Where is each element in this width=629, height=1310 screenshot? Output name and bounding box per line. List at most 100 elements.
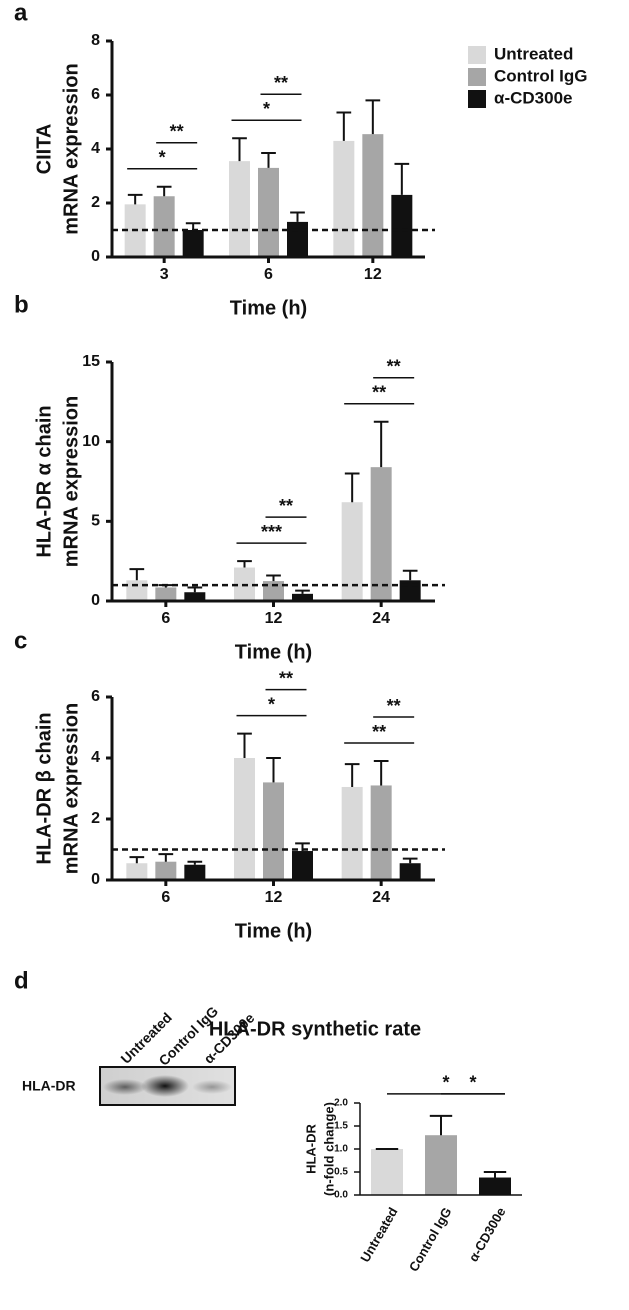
- x-axis-label: Time (h): [235, 920, 312, 942]
- error-bar: [429, 1114, 453, 1136]
- error-bar: [402, 857, 418, 864]
- significance-label: ***: [261, 522, 282, 542]
- error-bar: [129, 568, 145, 581]
- bar: [258, 167, 279, 257]
- panel-letter: a: [14, 0, 28, 26]
- y-tick-label: 5: [91, 513, 100, 530]
- error-bar: [344, 472, 360, 503]
- error-bar: [187, 860, 203, 865]
- bar: [391, 194, 413, 257]
- y-tick-label: 2.0: [334, 1098, 348, 1109]
- bar: [341, 502, 363, 601]
- error-bar: [336, 111, 352, 141]
- y-tick-label: 0.0: [334, 1190, 348, 1201]
- bar: [184, 864, 206, 880]
- legend-label: Control IgG: [494, 66, 587, 85]
- y-axis-label: HLA-DR: [303, 1123, 318, 1173]
- x-tick-label: 12: [364, 266, 382, 283]
- error-bar: [295, 589, 310, 594]
- y-tick-label: 2: [91, 810, 100, 827]
- significance-label: *: [263, 99, 270, 119]
- bar: [229, 161, 250, 257]
- y-tick-label: 1.5: [334, 1121, 348, 1132]
- significance-label: **: [279, 668, 293, 688]
- y-axis-label: mRNA expression: [60, 396, 82, 568]
- y-tick-label: 6: [91, 86, 100, 103]
- bar: [182, 230, 204, 257]
- bar: [341, 786, 363, 880]
- x-tick-label: Control IgG: [406, 1205, 455, 1274]
- error-bar: [266, 757, 281, 783]
- bar: [155, 861, 177, 880]
- bar: [371, 1149, 403, 1195]
- bar: [153, 196, 175, 257]
- bar: [234, 758, 255, 880]
- significance-label: **: [279, 496, 293, 516]
- bar: [479, 1177, 511, 1195]
- bar: [399, 863, 421, 880]
- x-tick-label: 6: [264, 266, 273, 283]
- bar: [126, 580, 148, 601]
- significance-label: *: [469, 1073, 476, 1093]
- error-bar: [344, 763, 360, 787]
- x-tick-label: α-CD300e: [466, 1205, 509, 1264]
- error-bar: [365, 99, 381, 135]
- error-bar: [187, 586, 203, 593]
- x-axis-label: Time (h): [235, 641, 312, 663]
- panel-letter: d: [14, 967, 29, 994]
- significance-label: **: [170, 122, 184, 142]
- significance-label: **: [387, 357, 401, 377]
- bar: [126, 863, 148, 880]
- y-tick-label: 2: [91, 194, 100, 211]
- bar: [184, 592, 206, 601]
- y-axis-label: mRNA expression: [60, 63, 82, 235]
- bar: [370, 785, 392, 880]
- error-bar: [156, 185, 172, 197]
- significance-label: **: [372, 383, 386, 403]
- x-tick-label: 12: [265, 610, 283, 627]
- error-bar: [129, 856, 145, 864]
- y-axis-label: HLA-DR β chain: [33, 712, 55, 864]
- error-bar: [127, 193, 143, 205]
- y-axis-label: (n-fold change): [321, 1102, 336, 1196]
- error-bar: [373, 760, 389, 786]
- x-axis-label: Time (h): [230, 297, 307, 319]
- y-tick-label: 15: [82, 353, 100, 370]
- bar: [263, 782, 284, 880]
- y-tick-label: 0.5: [334, 1167, 348, 1178]
- blot-band: [192, 1080, 232, 1094]
- bar: [287, 221, 308, 257]
- significance-label: *: [268, 694, 275, 714]
- legend-swatch: [468, 68, 486, 86]
- error-bar: [266, 574, 281, 582]
- y-tick-label: 0: [91, 592, 100, 609]
- error-bar: [261, 152, 276, 168]
- blot-band: [141, 1075, 189, 1097]
- panel-letter: b: [14, 291, 29, 318]
- panel-letter: c: [14, 627, 27, 654]
- legend-label: Untreated: [494, 44, 573, 63]
- x-tick-label: 24: [372, 610, 390, 627]
- significance-label: **: [387, 696, 401, 716]
- x-tick-label: 3: [160, 266, 169, 283]
- bar: [333, 140, 355, 257]
- y-tick-label: 8: [91, 32, 100, 49]
- error-bar: [483, 1171, 507, 1178]
- y-tick-label: 0: [91, 248, 100, 265]
- y-tick-label: 1.0: [334, 1144, 348, 1155]
- y-tick-label: 4: [91, 749, 100, 766]
- bar: [425, 1135, 457, 1195]
- y-axis-label: CIITA: [33, 124, 55, 175]
- blot-band-label: HLA-DR: [22, 1078, 76, 1094]
- error-bar: [290, 211, 305, 222]
- bar: [399, 580, 421, 601]
- y-tick-label: 4: [91, 140, 100, 157]
- y-axis-label: mRNA expression: [60, 703, 82, 875]
- x-tick-label: 24: [372, 889, 390, 906]
- legend-swatch: [468, 46, 486, 64]
- x-tick-label: Untreated: [357, 1205, 400, 1265]
- error-bar: [394, 162, 410, 195]
- error-bar: [158, 853, 174, 862]
- error-bar: [237, 732, 252, 758]
